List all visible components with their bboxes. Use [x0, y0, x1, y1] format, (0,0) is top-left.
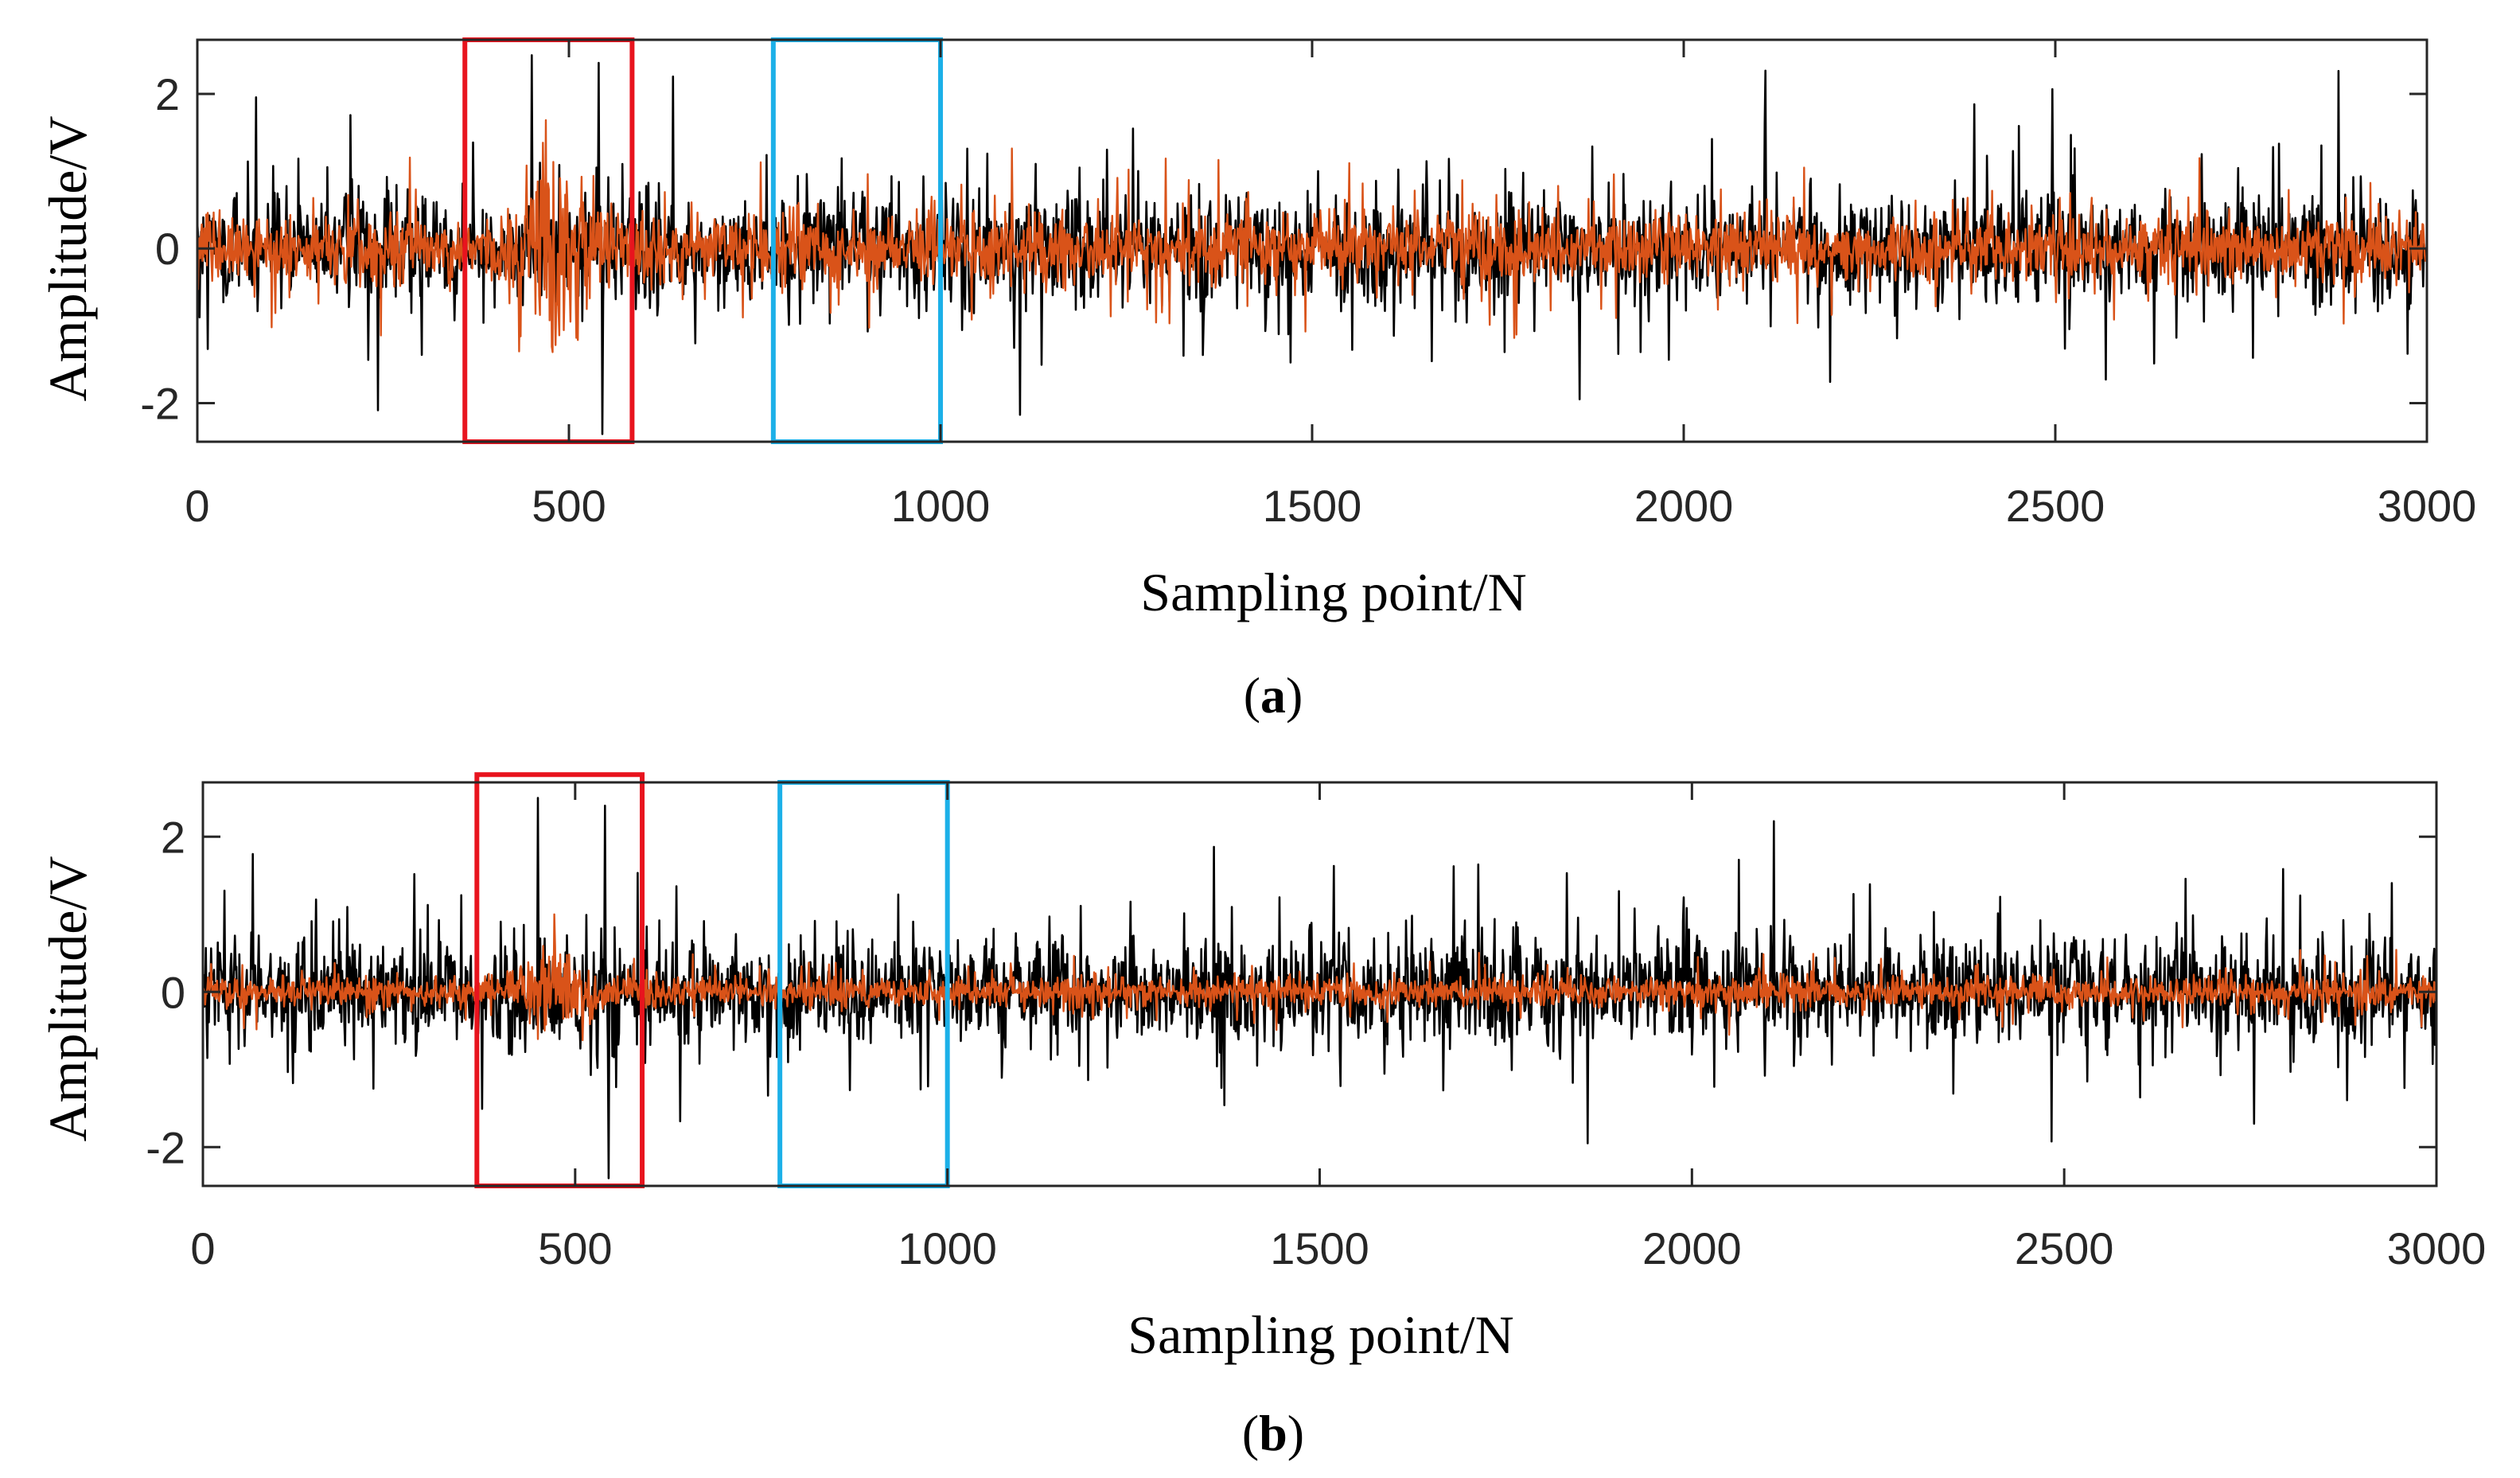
- panel-a-x-tick-label: 2500: [2006, 481, 2105, 531]
- panel-b-x-tick-label: 3000: [2387, 1223, 2487, 1273]
- panel-a-ticks: 0 500 1000 1500 2000 2500 3000 -2 0 2: [140, 40, 2476, 531]
- panel-b-y-tick-label: -2: [146, 1122, 185, 1172]
- panel-a-caption: (a): [1244, 667, 1303, 723]
- panel-a-y-axis-title: Amplitude/V: [37, 116, 98, 402]
- panel-a-x-axis-title: Sampling point/N: [1140, 562, 1526, 622]
- panel-b: 0 500 1000 1500 2000 2500 3000 -2 0 2 Sampling po…: [37, 772, 2486, 1461]
- panel-b-x-axis-title: Sampling point/N: [1128, 1304, 1513, 1365]
- panel-a-y-tick-label: -2: [140, 378, 180, 428]
- panel-b-traces: [203, 797, 2436, 1180]
- panel-b-x-tick-label: 1500: [1270, 1223, 1369, 1273]
- panel-a-x-tick-label: 3000: [2378, 481, 2477, 531]
- panel-a-caption-letter: a: [1260, 667, 1286, 723]
- panel-b-caption: (b): [1242, 1405, 1304, 1461]
- panel-a-x-tick-label: 2000: [1634, 481, 1734, 531]
- panel-a-traces: [197, 54, 2427, 435]
- panel-a-x-tick-label: 1000: [891, 481, 991, 531]
- panel-a-x-tick-label: 0: [185, 481, 209, 531]
- panel-b-series-processed-signal: [203, 913, 2436, 1042]
- panel-b-y-tick-label: 0: [161, 967, 185, 1017]
- panel-b-x-tick-label: 1000: [898, 1223, 997, 1273]
- panel-a-y-tick-label: 2: [155, 69, 180, 119]
- panel-b-x-tick-label: 500: [538, 1223, 612, 1273]
- panel-b-x-tick-label: 2000: [1642, 1223, 1742, 1273]
- panel-b-y-tick-label: 2: [161, 812, 185, 862]
- panel-b-x-tick-label: 2500: [2015, 1223, 2114, 1273]
- panel-b-caption-letter: b: [1259, 1405, 1287, 1461]
- panel-b-x-tick-label: 0: [190, 1223, 215, 1273]
- panel-b-ticks: 0 500 1000 1500 2000 2500 3000 -2 0 2: [146, 782, 2486, 1273]
- panel-a-y-tick-label: 0: [155, 224, 180, 274]
- panel-a: 0 500 1000 1500 2000 2500 3000 -2 0 2 Sampling po…: [37, 37, 2476, 723]
- panel-a-x-tick-label: 1500: [1263, 481, 1362, 531]
- panel-b-series-raw-signal: [203, 797, 2436, 1180]
- panel-a-series-processed-signal: [197, 119, 2427, 353]
- panel-b-y-axis-title: Amplitude/V: [37, 856, 98, 1142]
- panel-a-x-tick-label: 500: [532, 481, 606, 531]
